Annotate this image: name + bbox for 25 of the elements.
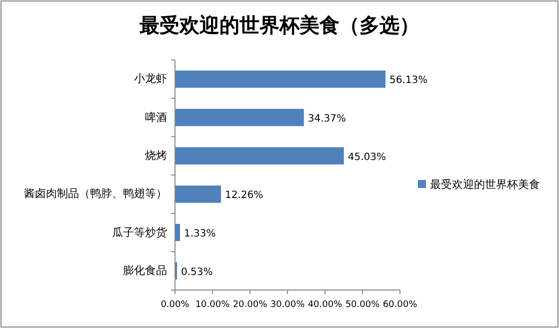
y-tick-label: 啤酒 [144,110,167,124]
bar [175,108,304,126]
y-tick-label: 酱卤肉制品（鸭脖、鸭翅等） [23,187,167,200]
x-tick-label: 50.00% [345,300,380,310]
y-tick-label: 烧烤 [144,148,167,162]
data-label: 12.26% [224,190,264,202]
y-tick-label: 小龙虾 [133,72,167,86]
x-tick-label: 30.00% [270,300,306,310]
x-tick-label: 40.00% [308,300,343,310]
data-label: 34.37% [308,114,346,124]
data-label: 1.33% [184,228,216,240]
chart-title: 最受欢迎的世界杯美食（多选） [138,13,420,37]
bar [175,186,221,203]
bar [175,70,386,88]
x-tick-label: 10.00% [195,300,230,310]
x-tick-label: 20.00% [232,300,268,310]
data-label: 56.13% [389,75,428,86]
bar [175,147,344,164]
x-tick-label: 0.00% [160,300,190,310]
y-tick-label: 瓜子等炒货 [111,226,167,238]
data-label: 45.03% [348,152,386,163]
data-label: 0.53% [180,266,213,278]
y-tick-label: 膨化食品 [122,264,167,277]
x-tick-label: 60.00% [382,300,418,310]
legend-label: 最受欢迎的世界杯美食 [430,178,540,191]
